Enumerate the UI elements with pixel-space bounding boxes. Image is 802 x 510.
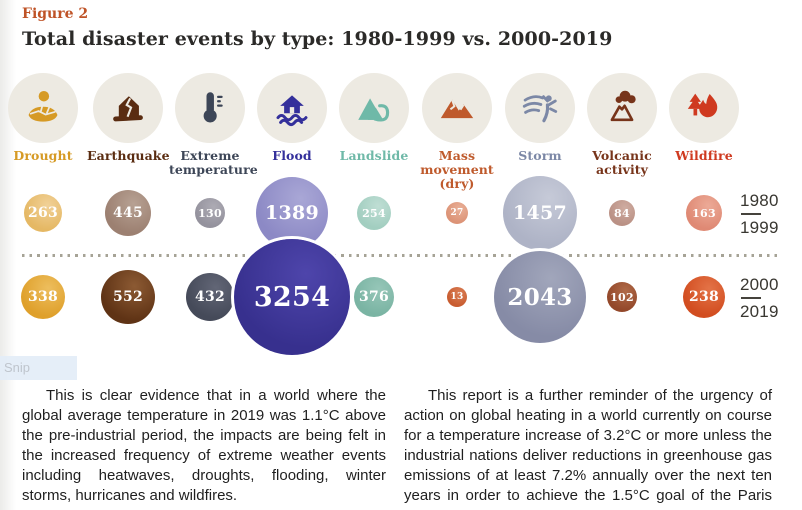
category-mass-movement-dry: Mass movement (dry) [416, 73, 498, 191]
bubble-2000-2019-drought: 338 [21, 275, 65, 319]
category-label: Storm [518, 148, 562, 163]
category-label: Flood [272, 148, 312, 163]
wildfire-icon [687, 93, 718, 118]
flood-icon [276, 95, 308, 127]
figure-label: Figure 2 [22, 6, 89, 22]
body-text-right-column: This report is a further reminder of the… [404, 386, 772, 510]
category-label: Extreme temperature [169, 148, 258, 177]
category-label: Mass movement (dry) [420, 148, 494, 191]
bubble-value: 338 [27, 289, 59, 305]
bubble-value: 3254 [253, 281, 331, 313]
bubble-value: 552 [112, 289, 144, 305]
category-storm: Storm [499, 73, 581, 163]
category-volcanic-activity: Volcanic activity [581, 73, 663, 177]
bubble-1980-1999-landslide: 254 [357, 196, 391, 230]
period-dash [741, 297, 761, 299]
period-label-2000-2019: 2000 2019 [740, 276, 779, 320]
bubble-value: 445 [112, 205, 144, 221]
category-earthquake: Earthquake [87, 73, 170, 163]
storm-icon [522, 95, 558, 123]
mass-movement-icon [440, 99, 474, 119]
category-label: Earthquake [87, 148, 170, 163]
volcanic-activity-icon-circle [587, 73, 657, 143]
bubble-2000-2019-storm: 2043 [494, 251, 586, 343]
bubble-value: 263 [27, 205, 59, 221]
bubble-value: 163 [692, 206, 716, 220]
category-label: Volcanic activity [592, 148, 652, 177]
bubble-value: 1389 [264, 202, 320, 224]
category-landslide: Landslide [333, 73, 415, 163]
bubble-2000-2019-flood: 3254 [234, 239, 350, 355]
bubble-1980-1999-mass-movement-dry: 27 [446, 202, 468, 224]
bubble-value: 102 [610, 290, 634, 304]
bubble-1980-1999-earthquake: 445 [105, 190, 151, 236]
category-wildfire: Wildfire [663, 73, 745, 163]
bubble-2000-2019-extreme-temperature: 432 [186, 273, 234, 321]
category-drought: Drought [2, 73, 84, 163]
period-dash [741, 213, 761, 215]
period-start-year: 1980 [740, 191, 779, 210]
bubble-value: 84 [614, 206, 630, 220]
bubble-2000-2019-landslide: 376 [354, 277, 394, 317]
page-title: Total disaster events by type: 1980-1999… [22, 28, 613, 50]
bubble-value: 432 [194, 289, 226, 305]
bubble-1980-1999-wildfire: 163 [686, 195, 722, 231]
bubble-2000-2019-volcanic-activity: 102 [607, 282, 637, 312]
storm-icon-circle [505, 73, 575, 143]
bubble-value: 254 [362, 206, 386, 220]
extreme-temperature-icon [203, 92, 223, 123]
bubble-value: 376 [358, 289, 390, 305]
extreme-temperature-icon-circle [175, 73, 245, 143]
bubble-value: 27 [450, 208, 464, 218]
earthquake-icon-circle [93, 73, 163, 143]
category-label: Wildfire [675, 148, 733, 163]
volcanic-activity-icon [610, 90, 636, 122]
paragraph: This is clear evidence that in a world w… [22, 387, 386, 504]
period-divider-line [22, 254, 778, 257]
landslide-icon [358, 98, 390, 122]
bubble-value: 238 [688, 289, 720, 305]
drought-icon-circle [8, 73, 78, 143]
earthquake-icon [113, 96, 143, 122]
flood-icon-circle [257, 73, 327, 143]
category-label: Drought [13, 148, 73, 163]
drought-icon [28, 90, 58, 122]
period-start-year: 2000 [740, 275, 779, 294]
category-extreme-temperature: Extreme temperature [169, 73, 258, 177]
bubble-2000-2019-wildfire: 238 [683, 276, 725, 318]
period-label-1980-1999: 1980 1999 [740, 192, 779, 236]
bubble-1980-1999-storm: 1457 [503, 176, 577, 250]
mass-movement-dry-icon-circle [422, 73, 492, 143]
body-text-left-column: This is clear evidence that in a world w… [22, 386, 386, 510]
bubble-1980-1999-volcanic-activity: 84 [609, 200, 635, 226]
bubble-2000-2019-earthquake: 552 [101, 270, 155, 324]
period-end-year: 1999 [740, 218, 779, 237]
bubble-1980-1999-flood: 1389 [256, 177, 328, 249]
bubble-value: 130 [198, 206, 222, 220]
bubble-2000-2019-mass-movement-dry: 13 [447, 287, 467, 307]
period-end-year: 2019 [740, 302, 779, 321]
wildfire-icon-circle [669, 73, 739, 143]
bubble-value: 2043 [507, 283, 573, 311]
category-label: Landslide [339, 148, 409, 163]
bubble-value: 1457 [512, 202, 568, 224]
bubble-1980-1999-extreme-temperature: 130 [195, 198, 225, 228]
landslide-icon-circle [339, 73, 409, 143]
bubble-value: 13 [450, 292, 464, 302]
paragraph: This report is a further reminder of the… [404, 387, 772, 510]
bubble-1980-1999-drought: 263 [24, 194, 62, 232]
snip-button[interactable]: Snip [0, 356, 77, 380]
category-flood: Flood [251, 73, 333, 163]
